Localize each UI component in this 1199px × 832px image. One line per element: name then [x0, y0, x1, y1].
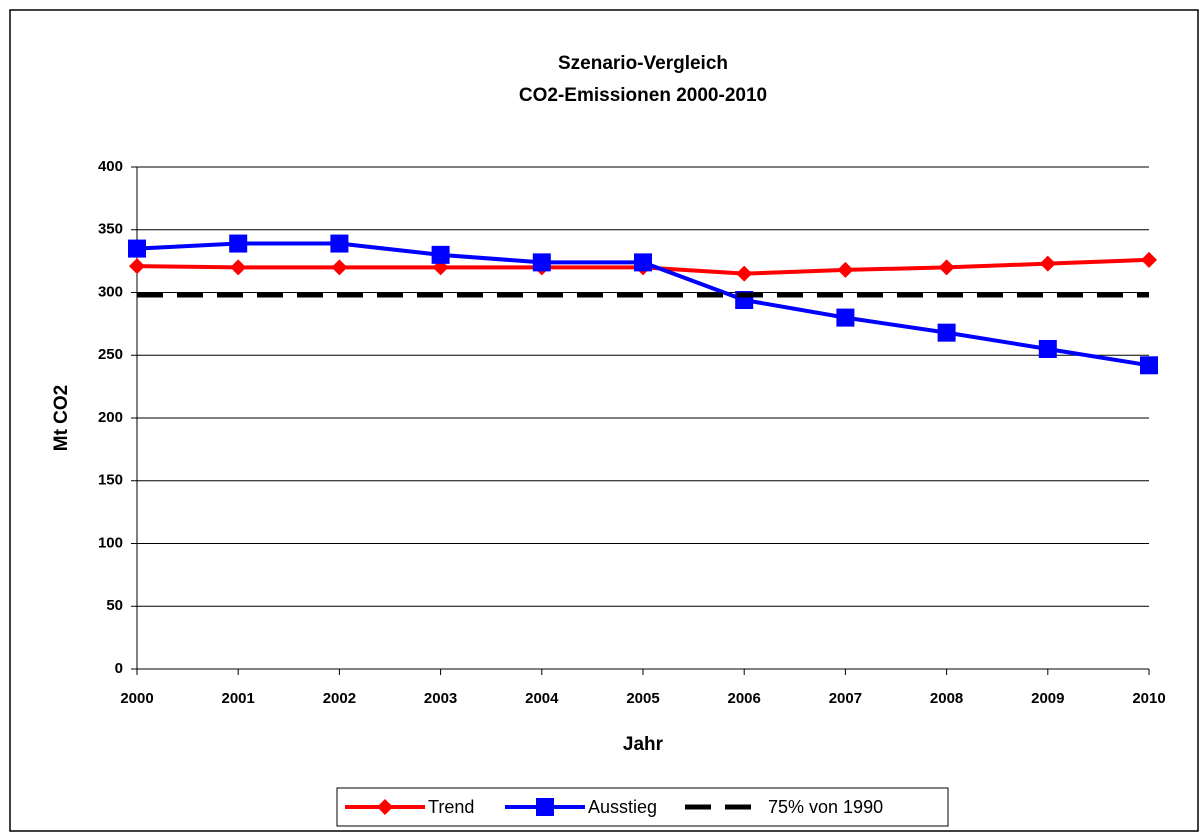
x-tick-label: 2010: [1132, 690, 1165, 707]
x-tick-label: 2008: [930, 690, 963, 707]
data-point: [1141, 251, 1157, 268]
y-tick-label: 250: [98, 346, 123, 363]
x-tick-label: 2007: [829, 690, 862, 707]
y-tick-label: 150: [98, 472, 123, 489]
data-point: [1140, 356, 1158, 375]
data-point: [1039, 255, 1056, 272]
y-tick-label: 200: [98, 409, 123, 426]
data-point: [331, 259, 348, 276]
data-point: [229, 234, 248, 253]
legend-label: Trend: [428, 797, 474, 817]
data-point: [128, 239, 146, 258]
y-tick-label: 100: [98, 534, 123, 551]
data-point: [837, 261, 854, 278]
x-tick-label: 2002: [323, 690, 356, 707]
data-point: [836, 308, 855, 327]
legend-label: 75% von 1990: [768, 797, 883, 817]
y-tick-label: 400: [98, 158, 123, 175]
data-point: [129, 258, 145, 275]
y-tick-label: 50: [106, 597, 123, 614]
x-tick-label: 2006: [728, 690, 761, 707]
data-point: [937, 323, 956, 342]
legend-label: Ausstieg: [588, 797, 657, 817]
x-tick-label: 2004: [525, 690, 559, 707]
chart-subtitle: CO2-Emissionen 2000-2010: [519, 85, 767, 106]
x-axis-label: Jahr: [623, 734, 664, 755]
y-tick-label: 0: [115, 660, 123, 677]
x-tick-label: 2009: [1031, 690, 1064, 707]
data-point: [938, 259, 955, 276]
y-tick-label: 350: [98, 221, 123, 238]
x-tick-label: 2003: [424, 690, 457, 707]
x-tick-label: 2000: [120, 690, 153, 707]
y-tick-label: 300: [98, 283, 123, 300]
data-point: [1038, 339, 1057, 358]
y-axis-label: Mt CO2: [51, 385, 72, 452]
data-point: [736, 265, 753, 282]
x-tick-label: 2005: [626, 690, 659, 707]
data-point: [431, 245, 450, 264]
data-point: [532, 253, 551, 272]
legend-box: [336, 787, 949, 827]
data-point: [634, 253, 652, 272]
x-tick-label: 2001: [222, 690, 255, 707]
data-point: [230, 259, 247, 276]
data-point: [330, 234, 349, 253]
chart-frame: [9, 9, 1199, 832]
chart-title: Szenario-Vergleich: [558, 53, 728, 74]
legend-marker: [377, 799, 393, 815]
legend-marker: [536, 798, 554, 816]
